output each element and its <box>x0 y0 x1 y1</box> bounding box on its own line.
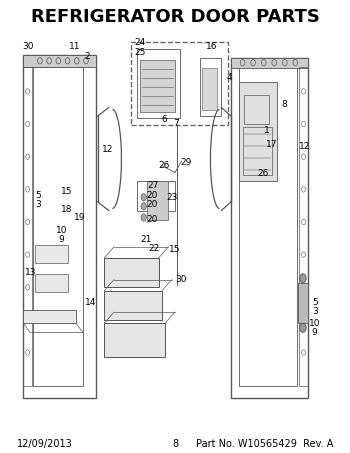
Circle shape <box>300 323 306 333</box>
Text: 12: 12 <box>299 142 310 151</box>
Circle shape <box>141 193 146 201</box>
Text: 5: 5 <box>312 298 317 307</box>
Text: 2: 2 <box>85 52 90 61</box>
Text: 21: 21 <box>140 235 152 244</box>
Bar <box>239 67 297 386</box>
Bar <box>35 274 68 292</box>
Bar <box>137 48 180 118</box>
Text: 22: 22 <box>148 244 159 253</box>
Bar <box>298 283 308 323</box>
Text: 12: 12 <box>102 145 113 154</box>
Text: 6: 6 <box>162 115 167 124</box>
Bar <box>231 58 308 398</box>
Text: 4: 4 <box>226 73 232 82</box>
Text: REFRIGERATOR DOOR PARTS: REFRIGERATOR DOOR PARTS <box>30 8 320 26</box>
Text: 20: 20 <box>146 200 158 209</box>
Bar <box>23 55 96 398</box>
Text: 1: 1 <box>264 125 270 135</box>
Text: 9: 9 <box>312 328 317 337</box>
Text: 8: 8 <box>172 439 178 448</box>
Text: 3: 3 <box>312 307 317 316</box>
Text: 12/09/2013: 12/09/2013 <box>17 439 72 448</box>
Text: 30: 30 <box>175 275 187 284</box>
Text: 15: 15 <box>61 187 72 196</box>
Text: 20: 20 <box>146 191 158 200</box>
Circle shape <box>141 202 146 210</box>
Text: 24: 24 <box>135 39 146 47</box>
Text: 15: 15 <box>169 246 180 255</box>
Bar <box>299 67 308 386</box>
Bar <box>244 95 269 124</box>
Bar <box>104 323 165 357</box>
Bar <box>243 127 272 175</box>
Bar <box>23 55 96 67</box>
Bar <box>104 291 162 320</box>
Text: 17: 17 <box>266 140 277 149</box>
Text: 18: 18 <box>61 205 72 214</box>
Bar <box>137 182 175 211</box>
Text: 5: 5 <box>35 191 41 200</box>
Bar <box>23 67 32 386</box>
Text: 27: 27 <box>147 181 158 189</box>
Text: 23: 23 <box>167 193 178 202</box>
Text: 11: 11 <box>69 42 80 51</box>
Bar <box>104 258 159 287</box>
Bar <box>239 82 277 182</box>
Text: 13: 13 <box>25 268 36 277</box>
Text: 26: 26 <box>258 169 269 178</box>
Polygon shape <box>23 310 76 323</box>
Text: 29: 29 <box>180 158 191 167</box>
Bar <box>140 60 175 112</box>
Bar <box>35 245 68 263</box>
Text: 3: 3 <box>35 200 41 209</box>
Text: 20: 20 <box>146 215 158 224</box>
Bar <box>131 42 228 125</box>
Text: 26: 26 <box>159 161 170 170</box>
Text: 10: 10 <box>309 319 321 328</box>
Text: 10: 10 <box>56 226 67 235</box>
Bar <box>147 182 168 220</box>
Text: 19: 19 <box>74 213 85 222</box>
Bar <box>200 58 221 116</box>
Circle shape <box>141 214 146 221</box>
Bar <box>202 67 217 111</box>
Text: 8: 8 <box>281 101 287 110</box>
Bar <box>33 67 83 386</box>
Text: 16: 16 <box>205 42 217 51</box>
Text: 25: 25 <box>135 48 146 57</box>
Text: 30: 30 <box>23 42 34 51</box>
Text: Part No. W10565429  Rev. A: Part No. W10565429 Rev. A <box>196 439 333 448</box>
Text: 7: 7 <box>173 119 179 128</box>
Text: 9: 9 <box>58 235 64 244</box>
Circle shape <box>300 274 306 283</box>
Bar <box>231 58 308 68</box>
Text: 14: 14 <box>85 298 97 307</box>
